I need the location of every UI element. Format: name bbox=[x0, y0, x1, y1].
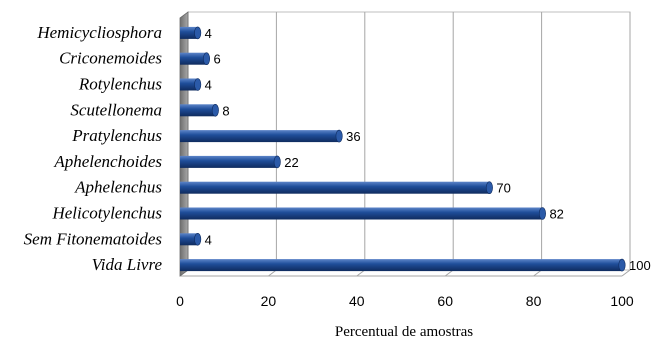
category-label: Hemicycliosphora bbox=[36, 23, 162, 42]
category-label: Pratylenchus bbox=[71, 126, 162, 145]
bar bbox=[180, 207, 546, 220]
category-label: Helicotylenchus bbox=[51, 204, 162, 223]
bar bbox=[180, 129, 343, 143]
bar-body bbox=[180, 181, 490, 194]
category-label: Sem Fitonematoides bbox=[24, 229, 163, 248]
x-tick-label: 20 bbox=[261, 293, 277, 309]
category-label: Aphelenchus bbox=[74, 178, 162, 197]
bar-cap bbox=[485, 181, 493, 194]
x-axis-title: Percentual de amostras bbox=[335, 324, 473, 340]
data-label: 22 bbox=[284, 155, 298, 170]
bar bbox=[180, 104, 219, 117]
bar-cap bbox=[194, 78, 202, 91]
bar-cap bbox=[194, 26, 202, 40]
x-tick-label: 80 bbox=[526, 293, 542, 309]
bar-body bbox=[180, 26, 198, 39]
x-tick-label: 40 bbox=[349, 293, 365, 309]
x-tick-label: 60 bbox=[437, 293, 453, 309]
bar bbox=[180, 155, 281, 169]
category-labels: Hemicycliosphora Criconemoides Rotylenchus… bbox=[24, 23, 163, 274]
bar-body bbox=[180, 207, 543, 220]
bar bbox=[180, 26, 202, 40]
bar-body bbox=[180, 155, 278, 168]
bar-cap bbox=[618, 258, 626, 272]
data-label: 36 bbox=[346, 129, 360, 144]
data-label: 4 bbox=[205, 232, 212, 247]
bar bbox=[180, 181, 493, 194]
bar-body bbox=[180, 130, 340, 143]
bar-body bbox=[180, 78, 198, 91]
data-label: 4 bbox=[205, 78, 212, 93]
category-label: Criconemoides bbox=[59, 49, 162, 68]
bars bbox=[180, 26, 626, 272]
data-label: 70 bbox=[496, 181, 510, 196]
bar bbox=[180, 233, 202, 246]
category-label: Aphelenchoides bbox=[53, 152, 162, 171]
data-label: 4 bbox=[205, 26, 212, 41]
bar-cap bbox=[538, 207, 546, 220]
category-label: Vida Livre bbox=[92, 255, 163, 274]
x-tick-labels: 0 20 40 60 80 100 bbox=[176, 293, 634, 309]
category-label: Rotylenchus bbox=[78, 75, 162, 94]
bar bbox=[180, 52, 211, 66]
bar-cap bbox=[194, 233, 202, 246]
bar-cap bbox=[335, 129, 343, 143]
gridline-floor bbox=[621, 269, 631, 277]
data-label: 82 bbox=[549, 207, 563, 222]
bar-body bbox=[180, 259, 622, 272]
x-tick-label: 0 bbox=[176, 293, 184, 309]
data-label: 6 bbox=[214, 52, 221, 67]
data-label: 8 bbox=[222, 103, 229, 118]
bar-cap bbox=[273, 155, 281, 169]
category-label: Scutellonema bbox=[70, 100, 162, 119]
x-tick-label: 100 bbox=[610, 293, 634, 309]
bar-body bbox=[180, 104, 216, 117]
bar-body bbox=[180, 233, 198, 246]
bar-cap bbox=[203, 52, 211, 66]
data-label: 100 bbox=[629, 258, 651, 273]
bar-body bbox=[180, 52, 207, 65]
bar bbox=[180, 258, 626, 272]
bar bbox=[180, 78, 202, 91]
bar-cap bbox=[211, 104, 219, 117]
